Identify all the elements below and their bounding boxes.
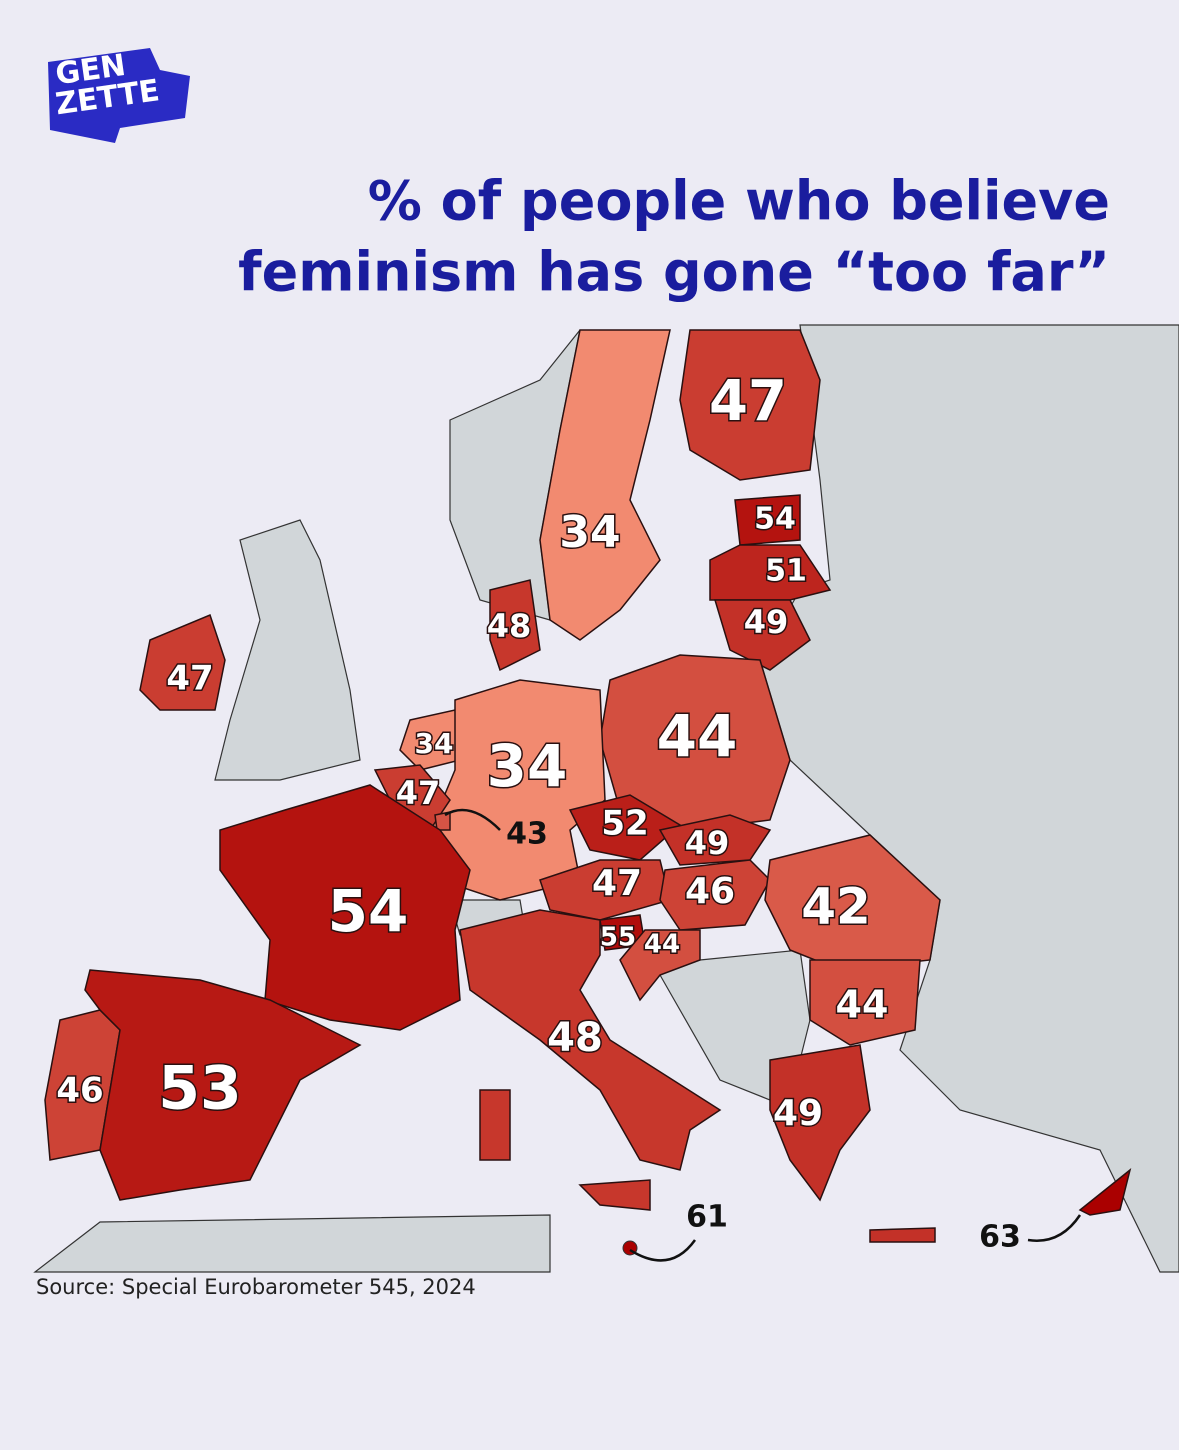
region-label: 47 <box>166 659 213 699</box>
region-label: 54 <box>754 502 796 537</box>
region <box>568 794 682 861</box>
region-label: 63 <box>979 1220 1021 1255</box>
region-label: 44 <box>644 930 680 960</box>
region-label: 49 <box>685 824 730 862</box>
arrow <box>629 1239 697 1262</box>
logo-shape <box>48 48 190 143</box>
region-label: 47 <box>396 774 441 812</box>
region-label: 34 <box>487 732 568 800</box>
region <box>709 544 832 601</box>
region-label: 48 <box>487 607 532 645</box>
arrow <box>444 808 501 831</box>
source: Source: Special Eurobarometer 545, 2024 <box>36 1275 476 1299</box>
region <box>539 329 671 641</box>
region <box>399 709 461 771</box>
region-label: 52 <box>601 804 648 844</box>
region <box>84 969 362 1201</box>
region-label: 55 <box>600 923 636 953</box>
region-label: 48 <box>547 1015 603 1061</box>
land-uk <box>214 519 361 781</box>
arrow <box>1027 1214 1082 1242</box>
region <box>578 1179 651 1211</box>
region-label: 46 <box>685 871 735 912</box>
region <box>734 494 801 546</box>
region <box>599 654 791 831</box>
title-line1: % of people who believe <box>368 170 1110 233</box>
region <box>219 784 471 1031</box>
region-label: 43 <box>506 817 548 852</box>
region <box>619 929 701 1002</box>
region <box>459 909 722 1171</box>
title-line2: feminism has gone “too far” <box>238 241 1110 304</box>
region <box>679 329 821 481</box>
region-label: 46 <box>56 1071 103 1111</box>
region-label: 54 <box>328 877 409 945</box>
region-label: 34 <box>415 727 454 760</box>
region <box>1078 1168 1132 1216</box>
region <box>479 1089 511 1161</box>
region <box>139 613 226 711</box>
region-label: 51 <box>765 554 807 589</box>
region-label: 44 <box>836 983 889 1027</box>
region <box>769 1044 871 1202</box>
region-label: 53 <box>158 1054 242 1124</box>
region-label: 42 <box>801 878 871 936</box>
region <box>434 811 451 831</box>
region <box>489 579 541 672</box>
region-label: 49 <box>773 1093 823 1134</box>
region-label: 34 <box>559 507 620 558</box>
region <box>809 959 921 1046</box>
logo: GEN ZETTE <box>48 48 190 143</box>
region <box>869 1227 936 1243</box>
region-label: 44 <box>657 702 738 770</box>
region-label: 47 <box>592 863 642 904</box>
region-label: 47 <box>709 369 787 434</box>
region <box>658 814 772 866</box>
region <box>713 599 811 671</box>
region-label: 49 <box>744 603 789 641</box>
region <box>659 859 771 931</box>
land-africa <box>33 1214 551 1273</box>
region-label: 61 <box>686 1200 728 1235</box>
